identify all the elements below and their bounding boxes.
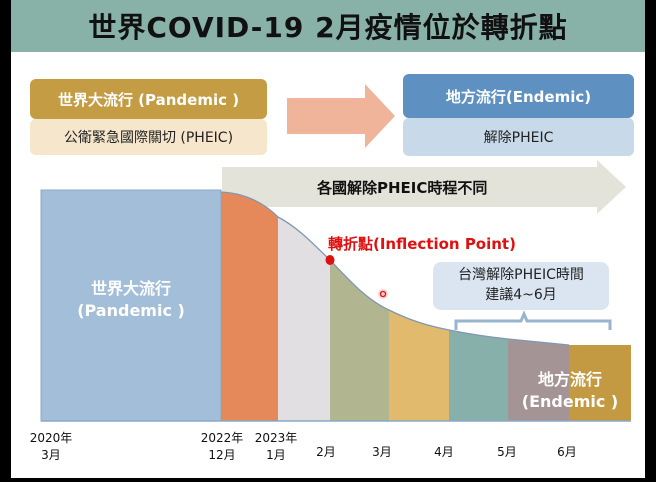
x-tick-month: 3月 bbox=[372, 445, 392, 459]
pandemic-heading: 世界大流行 (Pandemic ) bbox=[57, 90, 240, 109]
x-tick-feb: 2月 bbox=[306, 427, 346, 461]
title-bar: 世界COVID-19 2月疫情位於轉折點 bbox=[11, 0, 645, 52]
segment-may bbox=[508, 339, 569, 421]
taiwan-note-line2: 建議4~6月 bbox=[485, 287, 557, 303]
endemic-bar-line2: (Endemic ) bbox=[521, 392, 619, 411]
endemic-subtext: 解除PHEIC bbox=[483, 130, 554, 146]
decline-curve bbox=[220, 191, 570, 346]
x-tick-2023-01: 2023年 1月 bbox=[251, 430, 301, 464]
diagram-graphics bbox=[40, 84, 631, 422]
cursor-indicator-icon bbox=[378, 289, 388, 299]
x-tick-year bbox=[547, 427, 587, 444]
inflection-point-label: 轉折點(Inflection Point) bbox=[328, 235, 516, 253]
x-tick-month: 2月 bbox=[316, 445, 336, 459]
x-tick-2020-03: 2020年 3月 bbox=[21, 430, 81, 464]
endemic-heading: 地方流行(Endemic) bbox=[445, 87, 592, 106]
segment-feb bbox=[330, 260, 389, 421]
x-tick-year: 2020年 bbox=[29, 431, 73, 445]
x-tick-mar: 3月 bbox=[362, 427, 402, 461]
transition-arrow-icon bbox=[287, 84, 395, 148]
x-tick-year bbox=[487, 427, 527, 444]
taiwan-note-line1: 台灣解除PHEIC時間 bbox=[458, 267, 584, 283]
endemic-subtext-box: 解除PHEIC bbox=[403, 118, 634, 156]
slide: 世界COVID-19 2月疫情位於轉折點 世界大流行 (Pandemic ) 公… bbox=[11, 0, 645, 478]
x-tick-jun: 6月 bbox=[547, 427, 587, 461]
x-tick-month: 6月 bbox=[557, 445, 577, 459]
pandemic-bar-line2: (Pandemic ) bbox=[77, 301, 185, 320]
x-tick-year bbox=[362, 427, 402, 444]
segment-2023-01 bbox=[278, 217, 330, 421]
x-tick-may: 5月 bbox=[487, 427, 527, 461]
endemic-bar-label: 地方流行 (Endemic ) bbox=[509, 369, 631, 413]
pandemic-subtext-box: 公衛緊急國際關切 (PHEIC) bbox=[30, 119, 267, 155]
segment-2022-12 bbox=[221, 192, 278, 421]
segment-mar bbox=[389, 310, 449, 421]
x-tick-month: 4月 bbox=[434, 445, 454, 459]
pandemic-bar-line1: 世界大流行 bbox=[90, 279, 171, 298]
timeline-arrow-label: 各國解除PHEIC時程不同 bbox=[317, 179, 488, 197]
pandemic-heading-box: 世界大流行 (Pandemic ) bbox=[30, 79, 267, 119]
endemic-heading-box: 地方流行(Endemic) bbox=[403, 74, 634, 118]
inflection-point-marker bbox=[325, 255, 335, 265]
cursor-ring-icon bbox=[379, 290, 387, 298]
x-tick-year: 2023年 bbox=[254, 431, 298, 445]
endemic-bar-line1: 地方流行 bbox=[537, 370, 602, 389]
x-tick-year bbox=[424, 427, 464, 444]
taiwan-note-box: 台灣解除PHEIC時間 建議4~6月 bbox=[433, 262, 609, 310]
x-tick-month: 1月 bbox=[266, 448, 286, 462]
slide-title: 世界COVID-19 2月疫情位於轉折點 bbox=[88, 11, 568, 44]
segment-jun bbox=[569, 345, 631, 421]
segment-apr bbox=[449, 330, 508, 421]
timeline-arrow-icon bbox=[222, 160, 626, 214]
x-tick-month: 12月 bbox=[208, 448, 236, 462]
x-tick-year: 2022年 bbox=[200, 431, 244, 445]
x-tick-2022-12: 2022年 12月 bbox=[197, 430, 247, 464]
x-tick-apr: 4月 bbox=[424, 427, 464, 461]
pandemic-subtext: 公衛緊急國際關切 (PHEIC) bbox=[63, 130, 234, 146]
x-tick-month: 5月 bbox=[497, 445, 517, 459]
x-tick-month: 3月 bbox=[41, 448, 61, 462]
pandemic-bar-label: 世界大流行 (Pandemic ) bbox=[41, 278, 221, 322]
taiwan-bracket bbox=[454, 310, 612, 330]
x-tick-year bbox=[306, 427, 346, 444]
